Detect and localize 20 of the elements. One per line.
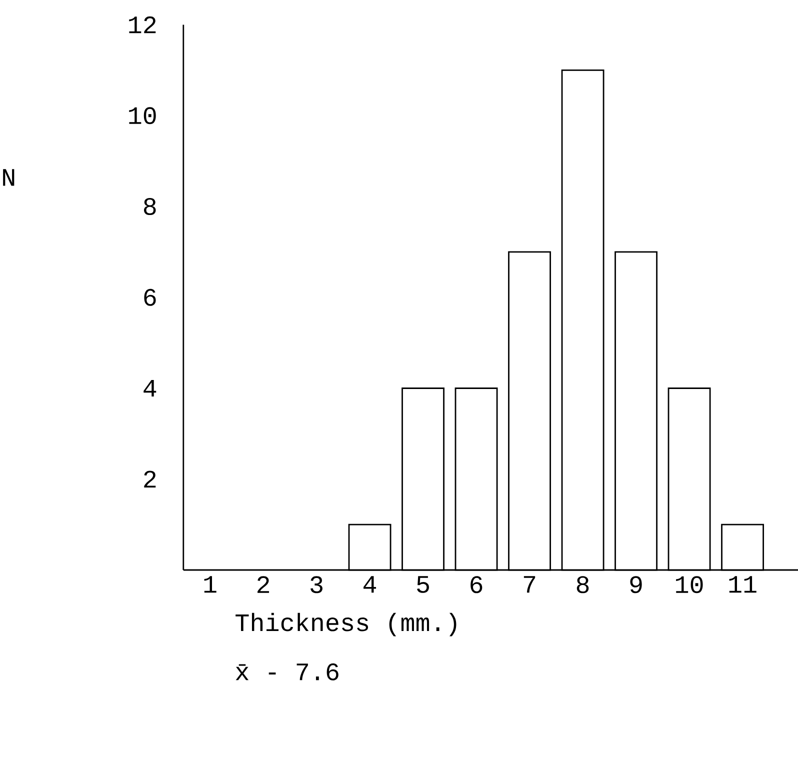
y-axis-title: N [3, 169, 14, 186]
x-tick-label: 1 [204, 576, 216, 593]
x-tick-label: 5 [417, 576, 429, 593]
x-tick-label: 2 [258, 576, 270, 593]
x-tick-label: 10 [676, 576, 703, 594]
text: x̄ - 7.6 [236, 663, 338, 680]
y-tick-label: 8 [144, 198, 156, 215]
x-tick-label: 9 [630, 576, 642, 594]
x-tick-label: 3 [310, 576, 322, 594]
x-tick-label: 11 [729, 576, 756, 593]
x-axis-title: Thickness (mm.) [236, 612, 456, 636]
y-tick-label: 4 [144, 380, 156, 396]
y-tick-label: 2 [144, 470, 156, 488]
y-tick-label: 10 [129, 107, 156, 124]
x-tick-label: 4 [364, 576, 376, 593]
y-tick-label: 12 [129, 16, 156, 34]
x-tick-label: 8 [576, 576, 589, 594]
y-tick-label: 6 [144, 288, 156, 306]
x-tick-label: 7 [524, 576, 536, 593]
x-tick-label: 6 [470, 576, 482, 594]
